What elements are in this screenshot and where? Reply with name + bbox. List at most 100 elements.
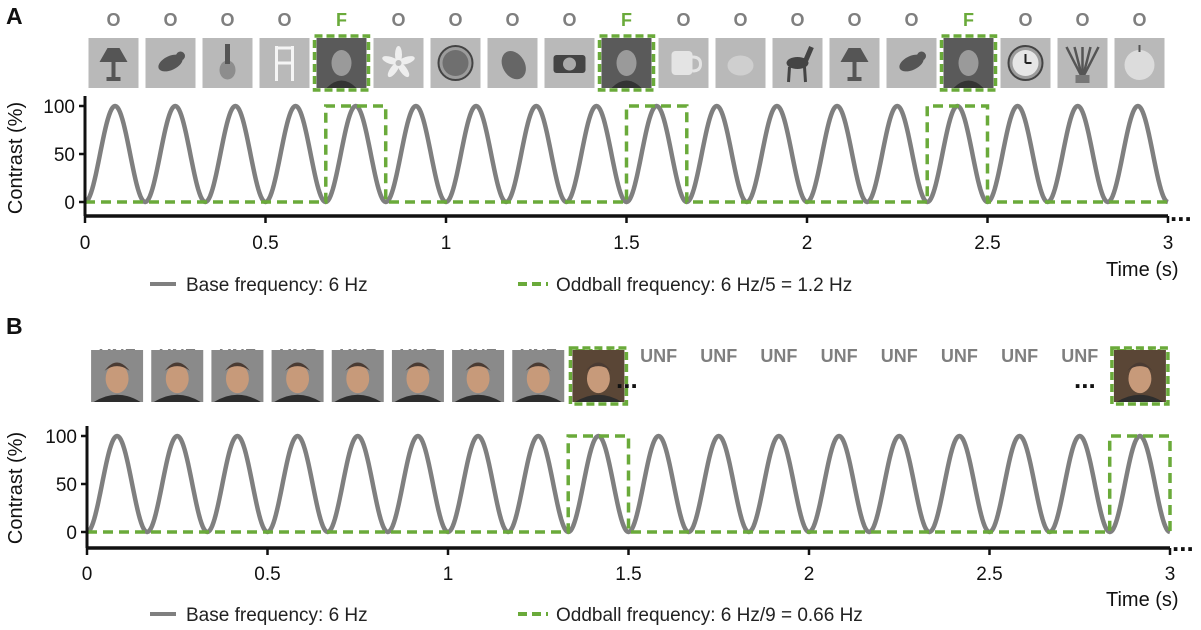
face-shoulders-icon [214, 394, 261, 402]
face-shoulders-icon [454, 394, 502, 402]
y-ticks-a: 0 50 100 [43, 97, 85, 214]
x-axis-title-a: Time (s) [1106, 259, 1179, 281]
stimulus-label: UNF [760, 346, 797, 366]
face-head-icon [406, 364, 430, 394]
face-hair-icon [224, 362, 250, 371]
legend-base-label-b: Base frequency: 6 Hz [186, 605, 368, 626]
y-tick-label: 100 [43, 97, 75, 118]
stimulus-label: UNF [640, 346, 677, 366]
y-tick-label: 100 [45, 427, 77, 448]
oddball-frame [939, 34, 998, 92]
continuation-dots-b: ... [1172, 527, 1194, 557]
stimulus-thumbnail [211, 350, 264, 402]
legend-oddball-label-b: Oddball frequency: 6 Hz/9 = 0.66 Hz [556, 605, 863, 626]
face-hair-icon [285, 362, 311, 371]
lamp-base-icon [106, 77, 121, 81]
ukulele-icon [219, 60, 236, 80]
face-icon [616, 50, 637, 76]
face-shoulders-icon [93, 394, 141, 402]
y-axis-title-b: Contrast (%) [5, 432, 27, 544]
x-tick-label: 1 [443, 564, 454, 585]
teapot-icon [727, 55, 754, 76]
flower-petal-icon [395, 46, 402, 63]
face-shoulders-icon [575, 394, 622, 402]
stimulus-label: O [220, 10, 234, 30]
face-hair-icon [1127, 362, 1153, 371]
face-shoulders-icon [153, 394, 201, 402]
stimulus-label: UNF [881, 346, 918, 366]
stimulus-thumbnail [512, 350, 565, 402]
x-tick-label: 3 [1165, 564, 1176, 585]
face-head-icon [346, 364, 370, 394]
horse-legs-icon [787, 66, 807, 83]
face-hair-icon [164, 362, 190, 371]
x-ticks-a: 0 0.5 1 1.5 2 2.5 3 [80, 216, 1173, 254]
bird-head-icon [176, 51, 185, 61]
legend-base-label-a: Base frequency: 6 Hz [186, 275, 368, 296]
stimulus-thumbnail [271, 350, 324, 402]
stimulus-thumbnail [331, 350, 384, 402]
panel-letter-b: B [6, 313, 23, 339]
stimulus-thumbnail [487, 38, 538, 88]
stimulus-thumbnails-a [88, 34, 1165, 92]
bird-icon [158, 54, 183, 72]
face-shoulders-icon [1116, 394, 1164, 402]
face-head-icon [286, 364, 310, 394]
face-head-icon [526, 364, 550, 394]
x-tick-label: 2 [804, 564, 815, 585]
flower-petal-icon [387, 62, 400, 78]
stimulus-label: F [963, 10, 974, 30]
stimulus-label: O [1018, 10, 1032, 30]
oddball-frame [1110, 346, 1170, 406]
x-tick-label: 1.5 [613, 233, 639, 254]
stimulus-label: O [790, 10, 804, 30]
mug-handle-icon [692, 55, 703, 73]
horse-neck-icon [803, 46, 814, 62]
base-frequency-line [85, 433, 1172, 535]
camera-lens-icon [563, 57, 576, 71]
stimulus-label: UNF [821, 346, 858, 366]
lamp-stem-icon [852, 62, 857, 77]
stimulus-thumbnail [145, 38, 196, 88]
stimulus-label: O [1075, 10, 1089, 30]
stimulus-label: O [676, 10, 690, 30]
oddball-frame [312, 34, 371, 92]
stimulus-label: O [847, 10, 861, 30]
y-tick-label: 0 [64, 193, 75, 214]
face-hair-icon [405, 362, 431, 371]
stimulus-thumbnail [1057, 38, 1108, 88]
stimulus-label: UNF [941, 346, 978, 366]
lamp-stem-icon [111, 62, 116, 77]
oddball-frequency-line [85, 104, 1168, 204]
bird-icon [899, 54, 924, 72]
face-icon [331, 50, 352, 76]
face-body-icon [611, 80, 642, 88]
face-hair-icon [585, 362, 611, 371]
stimulus-thumbnail [151, 350, 204, 402]
stimulus-thumbnails-b [91, 346, 1170, 406]
x-tick-label: 0.5 [252, 233, 278, 254]
legend-oddball-label-a: Oddball frequency: 6 Hz/5 = 1.2 Hz [556, 275, 852, 296]
ukulele-neck-icon [225, 44, 230, 64]
face-shoulders-icon [334, 394, 382, 402]
stimulus-label: O [733, 10, 747, 30]
y-ticks-b: 0 50 100 [45, 427, 87, 544]
plot-area-a [83, 96, 1170, 218]
stimulus-label: O [1132, 10, 1146, 30]
ornament-face-icon [442, 50, 469, 76]
face-shoulders-icon [514, 394, 562, 402]
stimulus-thumbnail [568, 346, 629, 406]
face-head-icon [165, 364, 189, 394]
face-body-icon [953, 80, 984, 88]
flower-petal-icon [398, 56, 415, 65]
face-shoulders-icon [274, 394, 321, 402]
stimulus-label: O [904, 10, 918, 30]
face-shoulders-icon [394, 394, 442, 402]
apple-icon [1124, 50, 1155, 80]
x-tick-label: 1 [441, 233, 452, 254]
stimulus-thumbnail [373, 38, 424, 88]
pineapple-icon [501, 51, 526, 80]
x-tick-label: 0 [82, 564, 93, 585]
